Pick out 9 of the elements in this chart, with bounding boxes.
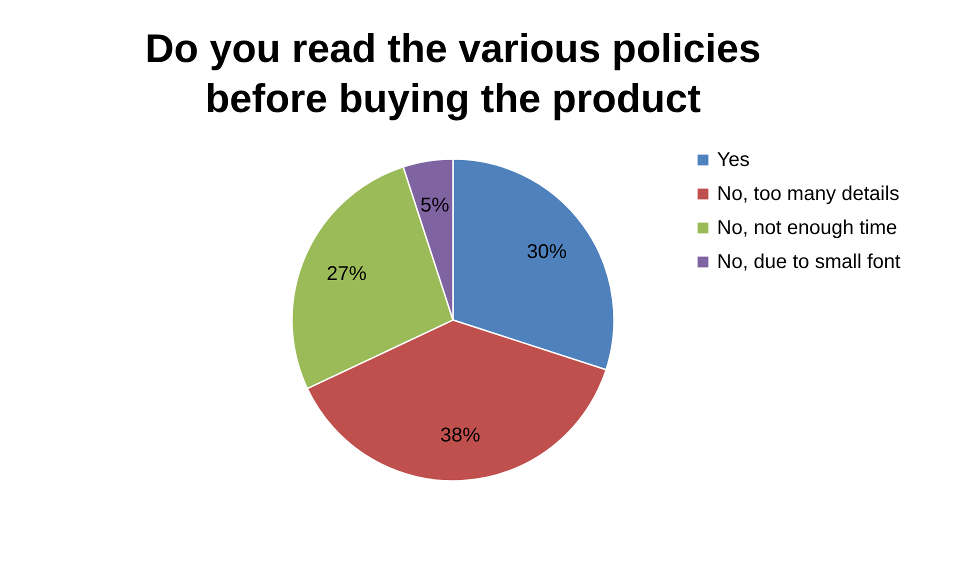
data-label: 27%	[326, 262, 367, 285]
data-label: 5%	[420, 194, 450, 217]
legend-label: No, not enough time	[717, 217, 898, 239]
data-label: 38%	[440, 424, 481, 447]
legend-label: Yes	[717, 149, 750, 171]
chart-title: Do you read the various policies before buying the product	[145, 27, 761, 121]
legend-label: No, due to small font	[717, 251, 901, 273]
legend-label: No, too many details	[717, 183, 900, 205]
data-label: 30%	[526, 240, 568, 263]
